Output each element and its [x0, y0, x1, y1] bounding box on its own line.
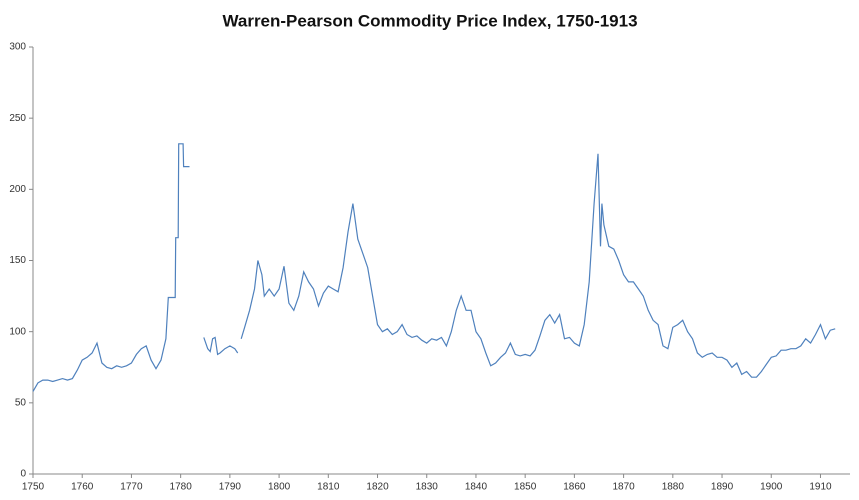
y-tick-label: 150 — [9, 255, 26, 266]
x-tick-label: 1890 — [711, 482, 734, 493]
x-tick-label: 1810 — [317, 482, 340, 493]
x-tick-label: 1860 — [563, 482, 586, 493]
x-tick-label: 1800 — [268, 482, 291, 493]
x-tick-label: 1830 — [416, 482, 439, 493]
x-tick-label: 1820 — [366, 482, 389, 493]
series-line — [32, 143, 836, 392]
x-tick-label: 1750 — [22, 482, 45, 493]
x-tick-label: 1880 — [662, 482, 685, 493]
x-tick-label: 1850 — [514, 482, 537, 493]
y-tick-label: 250 — [9, 113, 26, 124]
x-tick-label: 1770 — [120, 482, 143, 493]
y-tick-label: 200 — [9, 184, 26, 195]
x-tick-label: 1910 — [809, 482, 832, 493]
x-tick-label: 1900 — [760, 482, 783, 493]
y-tick-label: 0 — [20, 469, 26, 480]
y-tick-label: 100 — [9, 326, 26, 337]
x-tick-label: 1780 — [170, 482, 193, 493]
y-tick-label: 50 — [15, 397, 27, 408]
x-tick-label: 1790 — [219, 482, 242, 493]
x-tick-label: 1760 — [71, 482, 94, 493]
x-tick-label: 1870 — [612, 482, 635, 493]
x-tick-label: 1840 — [465, 482, 488, 493]
chart-title: Warren-Pearson Commodity Price Index, 17… — [222, 11, 637, 30]
y-tick-label: 300 — [9, 42, 26, 53]
